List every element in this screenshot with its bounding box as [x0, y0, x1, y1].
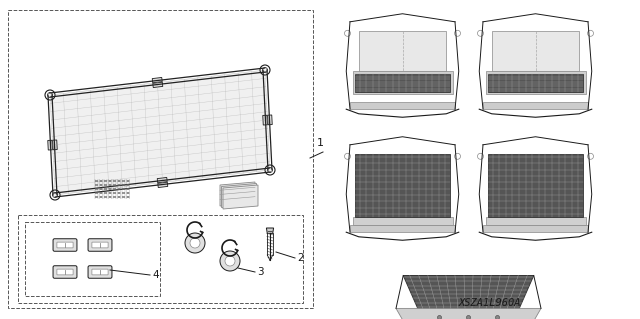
Polygon shape — [220, 182, 255, 206]
FancyBboxPatch shape — [92, 242, 108, 248]
Polygon shape — [355, 154, 450, 217]
Polygon shape — [488, 74, 583, 92]
Polygon shape — [492, 31, 579, 71]
Circle shape — [45, 90, 55, 100]
Circle shape — [454, 153, 461, 159]
Circle shape — [588, 153, 593, 159]
Polygon shape — [353, 71, 452, 94]
Circle shape — [185, 233, 205, 253]
Polygon shape — [158, 182, 168, 188]
FancyBboxPatch shape — [57, 242, 73, 248]
Polygon shape — [221, 183, 257, 207]
FancyBboxPatch shape — [92, 269, 108, 275]
Bar — [25, 222, 160, 296]
FancyBboxPatch shape — [57, 269, 73, 275]
Circle shape — [190, 238, 200, 248]
Polygon shape — [223, 185, 258, 209]
Polygon shape — [157, 177, 167, 183]
Polygon shape — [350, 102, 455, 109]
Polygon shape — [486, 217, 586, 225]
Circle shape — [225, 256, 235, 266]
Circle shape — [265, 165, 275, 175]
Text: 3: 3 — [257, 267, 264, 277]
Polygon shape — [483, 225, 588, 232]
Text: 2: 2 — [297, 253, 303, 263]
Polygon shape — [403, 276, 534, 308]
Circle shape — [220, 251, 240, 271]
Circle shape — [438, 315, 442, 319]
Polygon shape — [353, 217, 452, 225]
FancyBboxPatch shape — [53, 239, 77, 251]
Circle shape — [477, 30, 483, 36]
Polygon shape — [52, 140, 57, 150]
Polygon shape — [266, 228, 274, 234]
Circle shape — [50, 190, 60, 200]
Text: 1: 1 — [317, 138, 323, 148]
Circle shape — [260, 65, 270, 75]
Polygon shape — [48, 140, 52, 150]
Polygon shape — [488, 154, 583, 217]
Circle shape — [454, 30, 461, 36]
Polygon shape — [263, 115, 268, 125]
Circle shape — [344, 153, 351, 159]
Polygon shape — [486, 71, 586, 94]
FancyBboxPatch shape — [88, 266, 112, 278]
Polygon shape — [153, 82, 163, 87]
Circle shape — [495, 315, 499, 319]
Text: 4: 4 — [152, 270, 159, 280]
Polygon shape — [483, 102, 588, 109]
Text: XSZA1L960A: XSZA1L960A — [459, 298, 521, 308]
FancyBboxPatch shape — [88, 239, 112, 251]
Bar — [18, 215, 303, 303]
Circle shape — [344, 30, 351, 36]
Circle shape — [467, 315, 470, 319]
Polygon shape — [359, 31, 446, 71]
Polygon shape — [396, 308, 541, 319]
Polygon shape — [355, 74, 450, 92]
Polygon shape — [50, 70, 270, 195]
Circle shape — [588, 30, 593, 36]
FancyBboxPatch shape — [53, 266, 77, 278]
Circle shape — [477, 153, 483, 159]
Polygon shape — [152, 78, 162, 83]
Polygon shape — [350, 225, 455, 232]
Polygon shape — [268, 115, 272, 125]
Bar — [8, 10, 313, 308]
